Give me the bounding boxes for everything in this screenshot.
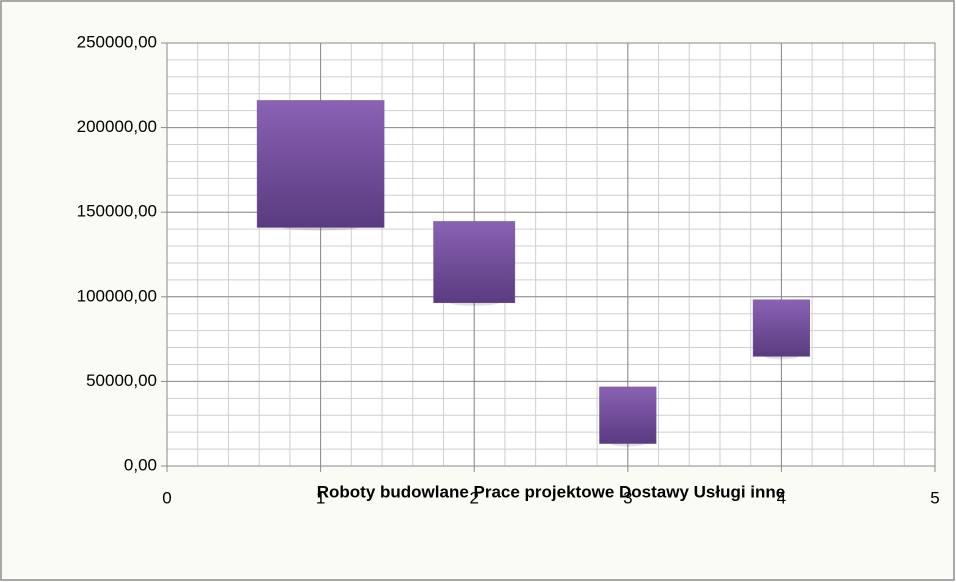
y-tick-label: 250000,00 [77,32,157,51]
y-tick-label: 50000,00 [86,371,157,390]
x-tick-label: 3 [623,488,632,507]
x-tick-label: 4 [777,488,786,507]
x-tick-label: 1 [316,488,325,507]
y-tick-label: 200000,00 [77,117,157,136]
bubble [433,221,516,304]
y-tick-label: 0,00 [124,455,157,474]
x-tick-label: 0 [162,488,171,507]
x-tick-label: 5 [930,488,939,507]
y-tick-label: 150000,00 [77,202,157,221]
x-axis-title: Roboty budowlane Prace projektowe Dostaw… [317,482,786,501]
y-tick-label: 100000,00 [77,286,157,305]
bubble [256,100,385,228]
bubble [752,299,810,357]
bubble [599,386,657,444]
x-tick-label: 2 [469,488,478,507]
